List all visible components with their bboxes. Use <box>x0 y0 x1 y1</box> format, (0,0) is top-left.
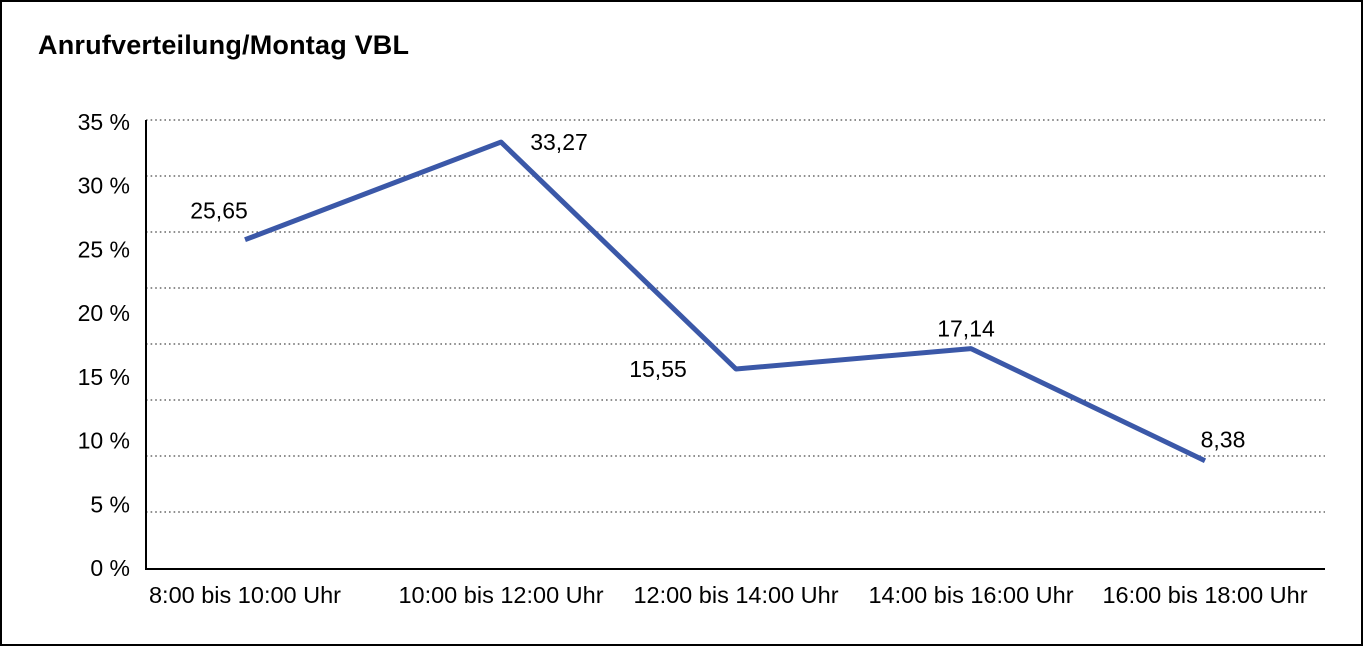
x-tick-label: 12:00 bis 14:00 Uhr <box>633 582 838 608</box>
y-tick-label: 20 % <box>78 300 130 326</box>
data-point-label: 15,55 <box>629 356 687 382</box>
data-point-label: 8,38 <box>1201 427 1246 453</box>
y-tick-label: 15 % <box>78 364 130 390</box>
chart-title: Anrufverteilung/Montag VBL <box>38 30 410 60</box>
y-tick-label: 30 % <box>78 173 130 199</box>
data-point-label: 25,65 <box>190 198 248 224</box>
y-tick-label: 25 % <box>78 236 130 262</box>
data-point-label: 33,27 <box>530 129 588 155</box>
y-tick-label: 5 % <box>90 491 130 517</box>
y-tick-label: 0 % <box>90 555 130 581</box>
x-tick-label: 16:00 bis 18:00 Uhr <box>1102 582 1307 608</box>
y-tick-label: 10 % <box>78 428 130 454</box>
y-tick-label: 35 % <box>78 109 130 135</box>
data-line-series <box>244 139 1207 463</box>
x-tick-label: 14:00 bis 16:00 Uhr <box>868 582 1073 608</box>
data-point-label: 17,14 <box>937 316 995 342</box>
x-tick-label: 10:00 bis 12:00 Uhr <box>398 582 603 608</box>
x-tick-label: 8:00 bis 10:00 Uhr <box>149 582 341 608</box>
